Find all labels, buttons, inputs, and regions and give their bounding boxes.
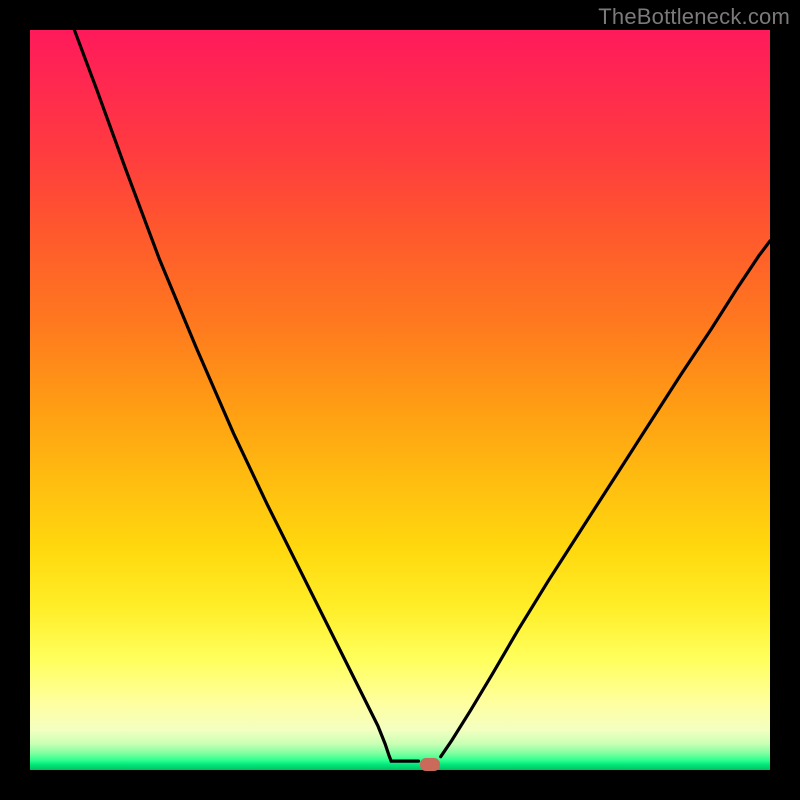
valley-marker bbox=[420, 758, 440, 771]
bottleneck-curve bbox=[30, 30, 770, 770]
curve-right-branch bbox=[441, 241, 770, 757]
chart-frame: TheBottleneck.com bbox=[0, 0, 800, 800]
plot-area bbox=[30, 30, 770, 770]
curve-left-branch bbox=[74, 30, 418, 761]
watermark-text: TheBottleneck.com bbox=[598, 4, 790, 30]
